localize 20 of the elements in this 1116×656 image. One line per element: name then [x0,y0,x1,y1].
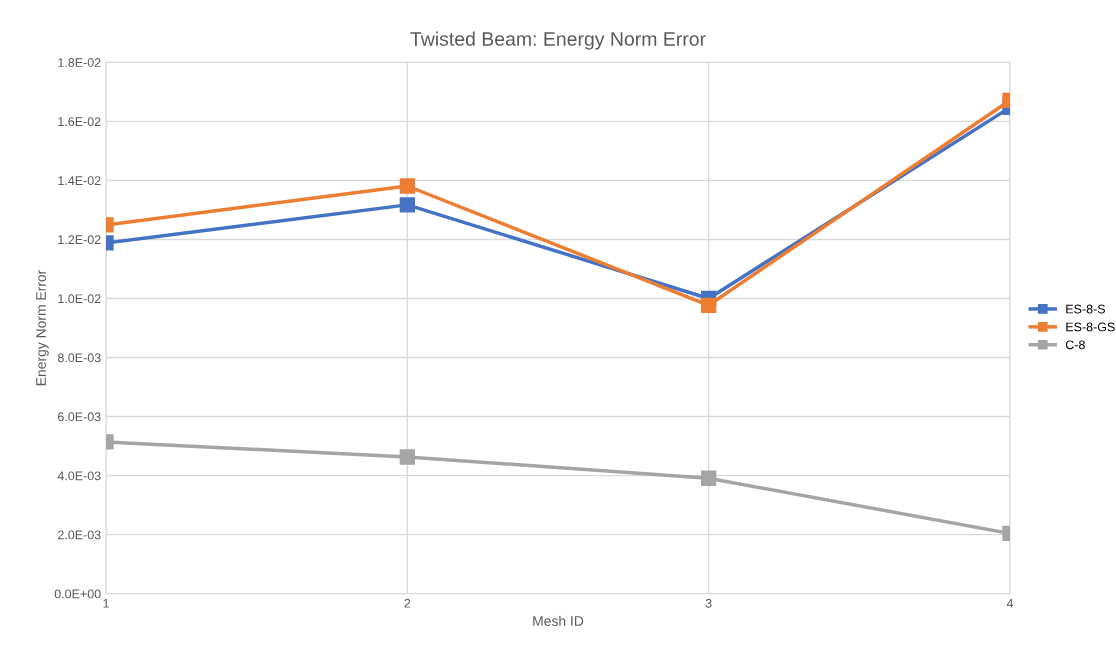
y-tick-label: 1.6E-02 [58,117,101,127]
x-tick-label: 4 [1006,599,1014,608]
legend-label: C-8 [1065,340,1085,350]
x-tick-label: 2 [404,598,411,608]
y-tick-label: 1.4E-02 [58,176,101,186]
x-axis-title: Mesh ID [533,615,584,626]
x-tick-label: 3 [705,598,712,608]
legend-label: ES-8-GS [1066,322,1115,332]
legend-label: ES-8-S [1066,304,1105,314]
chart-title: Twisted Beam: Energy Norm Error [410,31,706,50]
y-tick-label: 6.0E-03 [58,412,101,422]
y-tick-label: 1.8E-02 [58,58,101,67]
y-tick-label: 1.0E-02 [58,294,101,304]
y-tick-label: 8.0E-03 [57,353,101,363]
y-tick-label: 2.0E-03 [58,530,101,540]
y-tick-label: 4.0E-03 [57,471,101,481]
y-tick-label: 0.0E+00 [54,589,101,599]
y-axis-title: Energy Norm Error [36,269,49,386]
x-tick-label: 1 [103,599,109,608]
y-tick-label: 1.2E-02 [58,235,101,245]
